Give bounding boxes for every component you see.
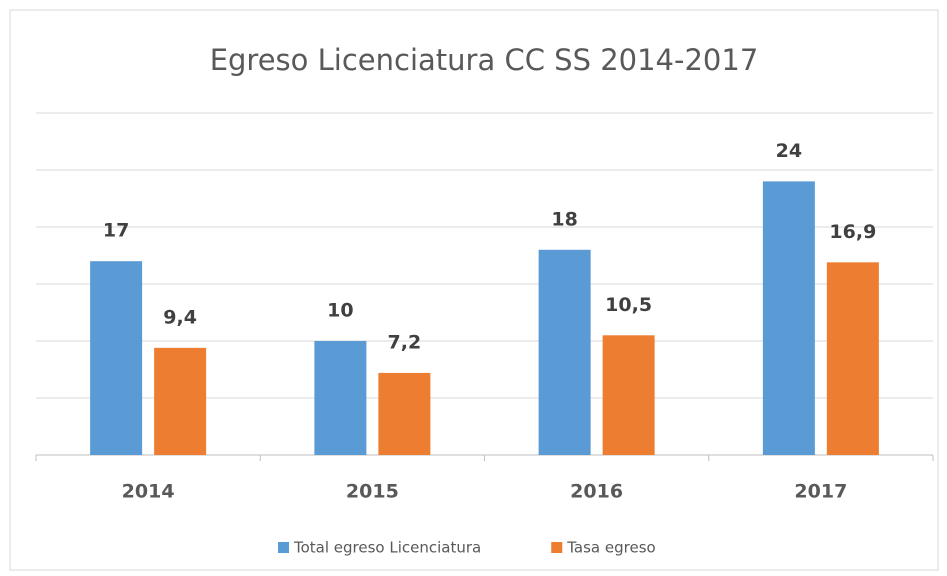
x-tick-label: 2014 [122,481,175,503]
x-tick-label: 2016 [570,481,623,503]
data-label: 9,4 [163,306,197,328]
legend-label: Tasa egreso [566,539,655,557]
bar [314,341,367,455]
bar [602,335,655,455]
bar [154,347,207,455]
bar [90,261,143,455]
data-label: 10,5 [605,294,652,316]
data-label: 16,9 [829,221,876,243]
x-tick-label: 2015 [346,481,399,503]
data-label: 10 [327,300,353,322]
legend-label: Total egreso Licenciatura [293,539,481,557]
bar [762,181,815,455]
data-label: 7,2 [388,331,422,353]
data-label: 24 [776,140,802,162]
legend-swatch [551,542,563,553]
x-tick-label: 2017 [794,481,847,503]
bar [538,249,591,455]
bar [826,262,879,455]
data-label: 17 [103,220,129,242]
data-label: 18 [551,208,577,230]
bar [378,372,431,455]
legend-swatch [278,542,289,553]
chart-title: Egreso Licenciatura CC SS 2014-2017 [210,43,759,77]
